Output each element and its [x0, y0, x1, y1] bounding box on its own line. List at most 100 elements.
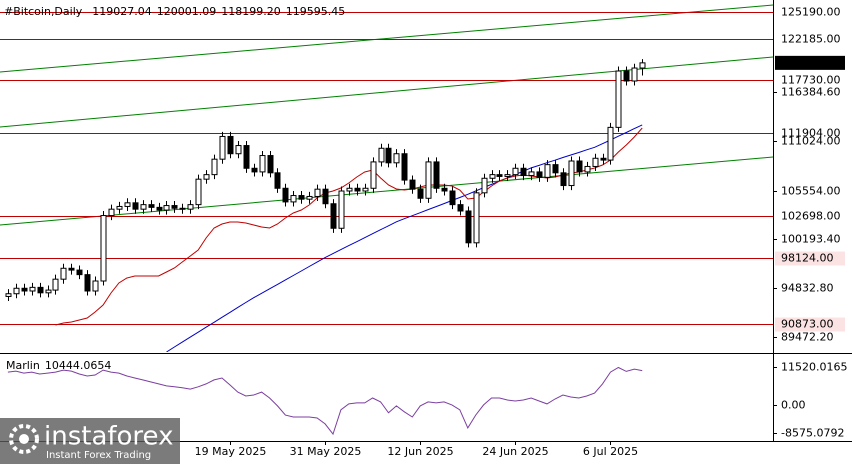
x-tick-label: 6 Jul 2025 — [583, 445, 638, 458]
candle-body — [425, 161, 432, 199]
candle-body — [84, 274, 91, 292]
candle-body — [92, 280, 99, 292]
candle-body — [536, 171, 543, 178]
trendline — [0, 56, 773, 128]
candle-body — [267, 155, 274, 174]
candle-body — [21, 287, 28, 292]
candle-body — [544, 164, 551, 178]
candle-body — [243, 145, 250, 169]
candle-body — [584, 165, 591, 173]
level-label: 102698.00 — [781, 210, 841, 223]
candle-body — [504, 174, 511, 177]
watermark-tagline: Instant Forex Trading — [46, 450, 151, 461]
candle-body — [393, 153, 400, 164]
candle-body — [512, 167, 519, 176]
candle-body — [211, 158, 218, 176]
candle-body — [362, 187, 369, 192]
current-price-label: 119595.45 — [781, 56, 841, 69]
level-label-box — [775, 209, 845, 224]
candle-body — [409, 179, 416, 190]
candle-body — [171, 205, 178, 209]
watermark: instaforex Instant Forex Trading — [0, 418, 180, 464]
y-tick-label: 111024.00 — [781, 135, 841, 148]
level-label-box — [775, 32, 845, 47]
y-tick-label: 100193.40 — [781, 233, 841, 246]
candle-body — [124, 202, 131, 207]
x-tick-label: 31 May 2025 — [290, 445, 362, 458]
symbol: #Bitcoin,Daily — [4, 5, 83, 18]
candle-body — [417, 188, 424, 199]
candle-body — [568, 160, 575, 187]
candle-body — [322, 188, 329, 205]
candle-body — [60, 267, 67, 280]
candle-body — [306, 195, 313, 200]
watermark-brand: instaforex — [44, 422, 173, 452]
candle-body — [615, 70, 622, 128]
candle-body — [140, 204, 147, 210]
candle-body — [13, 287, 20, 295]
candle-body — [401, 153, 408, 181]
indicator-y-tick-label: -8575.0792 — [781, 427, 844, 440]
indicator-value: 10444.0654 — [45, 359, 111, 372]
watermark-icon-center — [19, 434, 29, 444]
candle-body — [259, 155, 266, 173]
candle-body — [592, 157, 599, 167]
candle-body — [290, 195, 297, 203]
candle-body — [457, 204, 464, 212]
trendline — [0, 4, 773, 73]
candle-body — [187, 204, 194, 210]
candle-body — [179, 207, 186, 210]
trendline — [0, 156, 773, 226]
candle-body — [219, 135, 226, 160]
candle-body — [76, 269, 83, 276]
level-label-box — [775, 5, 845, 20]
candle-body — [385, 147, 392, 164]
y-tick-label: 94832.80 — [781, 282, 834, 295]
candle-body — [52, 278, 59, 291]
x-tick-label: 19 May 2025 — [195, 445, 267, 458]
candle-body — [370, 161, 377, 189]
candle-body — [520, 167, 527, 177]
chart-header: #Bitcoin,Daily 119027.04 120001.09 118199.2… — [4, 5, 345, 18]
price-plot — [0, 4, 773, 352]
candle-body — [378, 147, 385, 163]
candle-body — [433, 161, 440, 189]
x-tick-label: 24 Jun 2025 — [482, 445, 548, 458]
indicator-y-tick-label: 11520.0165 — [781, 361, 847, 374]
candle-body — [68, 267, 75, 271]
level-label-box — [775, 317, 845, 332]
indicator-header: Marlin 10444.0654 — [6, 359, 111, 372]
candle-body — [639, 62, 646, 69]
level-label-box — [775, 126, 845, 141]
candle-body — [37, 286, 44, 294]
ohlc-value: 119595.45 — [286, 5, 346, 18]
candle-body — [5, 293, 12, 297]
candle-body — [163, 205, 170, 211]
level-label: 117730.00 — [781, 74, 841, 87]
candle-body — [227, 135, 234, 155]
ohlc-value: 120001.09 — [157, 5, 217, 18]
indicator-line — [7, 366, 643, 436]
y-tick-label: 105554.00 — [781, 185, 841, 198]
candle-body — [600, 157, 607, 161]
candle-body — [441, 187, 448, 192]
candle-body — [496, 174, 503, 177]
candle-body — [108, 208, 115, 217]
candle-body — [203, 174, 210, 180]
candle-body — [481, 177, 488, 194]
ohlc-value: 119027.04 — [92, 5, 152, 18]
watermark-icon — [9, 424, 39, 454]
candle-body — [29, 286, 36, 292]
level-label-box — [775, 251, 845, 266]
level-label: 98124.00 — [781, 252, 834, 265]
moving-average — [166, 124, 643, 352]
candle-body — [354, 187, 361, 192]
candle-body — [156, 206, 163, 211]
candle-body — [274, 172, 281, 189]
candle-body — [282, 187, 289, 203]
candle-body — [330, 203, 337, 229]
candle-body — [528, 171, 535, 177]
candle-body — [631, 67, 638, 82]
